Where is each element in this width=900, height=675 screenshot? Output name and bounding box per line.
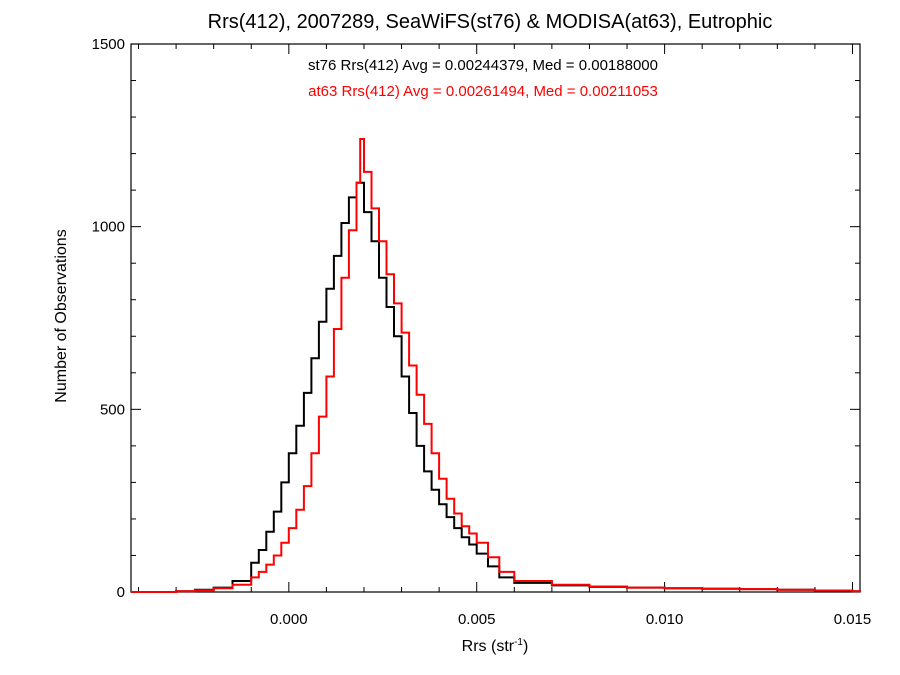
y-tick-label: 1000	[92, 219, 125, 236]
series-at63-histogram-line	[131, 138, 861, 593]
x-tick-label: 0.015	[834, 611, 872, 628]
x-axis-label-base: Rrs (str	[462, 638, 515, 655]
annotation-at63-stats: at63 Rrs(412) Avg = 0.00261494, Med = 0.…	[308, 83, 658, 100]
y-tick-labels: 0 500 1000 1500	[92, 36, 125, 601]
y-tick-label: 0	[117, 584, 125, 601]
series-st76-histogram-line	[131, 181, 861, 593]
y-axis-label: Number of Observations	[53, 229, 70, 402]
x-tick-label: 0.005	[458, 611, 496, 628]
annotation-st76-stats: st76 Rrs(412) Avg = 0.00244379, Med = 0.…	[308, 57, 658, 74]
x-axis-label-superscript: -1	[514, 637, 523, 648]
x-tick-labels: 0.000 0.005 0.010 0.015	[270, 611, 871, 628]
y-tick-label: 1500	[92, 36, 125, 53]
series-layer	[131, 138, 861, 593]
x-tick-label: 0.000	[270, 611, 308, 628]
axis-ticks	[131, 43, 860, 593]
x-tick-label: 0.010	[646, 611, 684, 628]
chart-title: Rrs(412), 2007289, SeaWiFS(st76) & MODIS…	[208, 11, 773, 33]
x-axis-label-close: )	[523, 638, 528, 655]
plot-frame	[130, 43, 861, 593]
y-tick-label: 500	[100, 401, 125, 418]
x-axis-label: Rrs (str-1)	[462, 637, 529, 655]
